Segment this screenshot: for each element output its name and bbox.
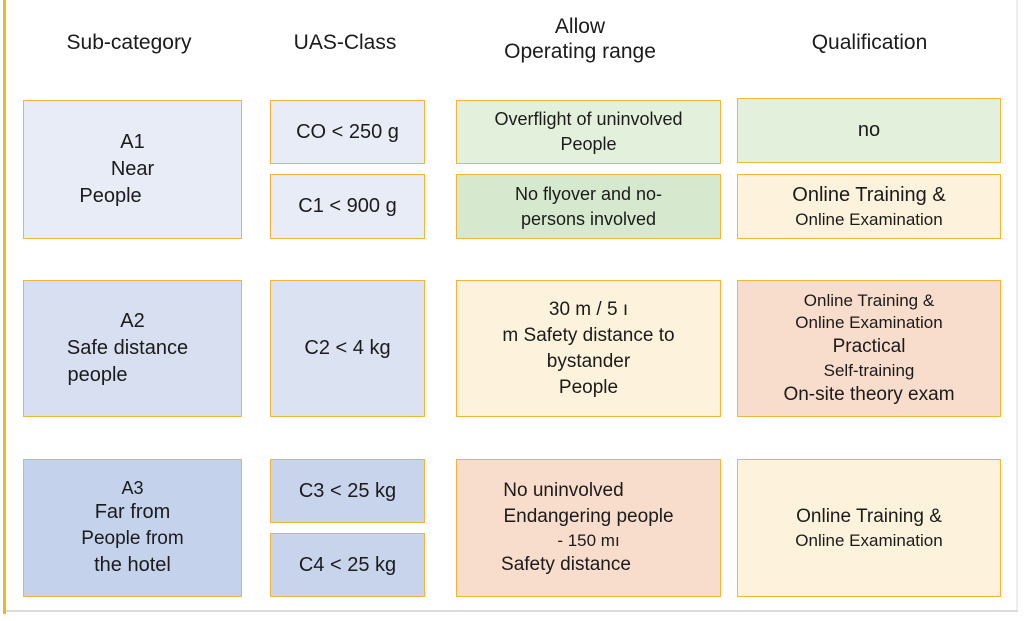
class-c0-label: CO < 250 g [296,120,399,143]
qualification-a3-line2: Online Examination [795,531,943,550]
subcategory-a1-line2: Near [110,158,155,180]
class-c1-label: C1 < 900 g [298,195,397,217]
header-uas-class: UAS-Class [293,31,397,54]
range-a2-line4: People [558,376,619,398]
range-a3-line3: - 150 mı [557,531,620,550]
subcategory-a3: A3 Far from People from the hotel [23,459,242,597]
range-a3-line1: No uninvolved [503,480,624,501]
qualification-a1-c1-line2: Online Examination [795,210,943,229]
header-subcategory: Sub-category [66,31,192,54]
range-a2-line3: bystander [546,350,631,372]
right-border [1016,0,1018,612]
class-c0: CO < 250 g [270,100,425,164]
class-c3: C3 < 25 kg [270,459,425,523]
qualification-a1-c1: Online Training & Online Examination [737,174,1001,239]
range-a2-safety: 30 m / 5 ı m Safety distance to bystande… [456,280,721,417]
range-a1-overflight: Overflight of uninvolved People [456,100,721,164]
range-a2-line2: m Safety distance to [502,324,675,346]
header-qualification: Qualification [811,31,928,54]
qualification-a2-line2: Online Examination [795,312,943,332]
class-c3-label: C3 < 25 kg [298,479,397,502]
qualification-a2-line3: Practical [832,335,906,357]
range-a1-no-flyover-line2: persons involved [520,208,657,229]
left-accent-line [3,0,6,614]
header-operating-range-line1: Allow [554,15,606,38]
qualification-a3: Online Training & Online Examination [737,459,1001,597]
subcategory-a3-code: A3 [121,478,144,498]
qualification-a2: Online Training & Online Examination Pra… [737,280,1001,417]
subcategory-a3-line4: the hotel [94,554,171,576]
range-a1-overflight-line1: Overflight of uninvolved [494,109,683,129]
qualification-a1-c0-text: no [857,119,881,141]
range-a3-line2: Endangering people [503,506,674,527]
qualification-a1-c0: no [737,98,1001,163]
class-c4: C4 < 25 kg [270,533,425,597]
subcategory-a1-line3: People [79,185,142,207]
qualification-a2-line5: On-site theory exam [783,383,955,405]
qualification-a1-c1-line1: Online Training & [792,184,946,206]
header-operating-range-line2: Operating range [504,40,656,63]
bottom-border [6,610,1018,612]
range-a1-no-flyover: No flyover and no- persons involved [456,174,721,239]
subcategory-a1-code: A1 [120,131,145,153]
range-a3-no-uninvolved: No uninvolved Endangering people - 150 m… [456,459,721,597]
subcategory-a2: A2 Safe distance people [23,280,242,417]
range-a2-line1: 30 m / 5 ı [548,298,629,320]
range-a1-no-flyover-line1: No flyover and no- [514,183,663,204]
class-c2-label: C2 < 4 kg [304,337,391,359]
subcategory-a2-code: A2 [120,310,145,332]
qualification-a3-line1: Online Training & [796,506,942,527]
header-operating-range: Allow Operating range [455,14,705,64]
subcategory-a2-line2: Safe distance [66,337,189,359]
qualification-a2-line4: Self-training [823,360,915,380]
subcategory-a2-line3: people [67,364,128,386]
subcategory-a3-line2: Far from [94,501,171,523]
class-c1: C1 < 900 g [270,174,425,239]
range-a3-line4: Safety distance [501,554,631,575]
qualification-a2-line1: Online Training & [803,290,935,310]
subcategory-a1: A1 Near People [23,100,242,239]
class-c2: C2 < 4 kg [270,280,425,417]
range-a1-overflight-line2: People [560,134,617,154]
subcategory-a3-line3: People from [81,528,184,549]
class-c4-label: C4 < 25 kg [298,553,397,576]
